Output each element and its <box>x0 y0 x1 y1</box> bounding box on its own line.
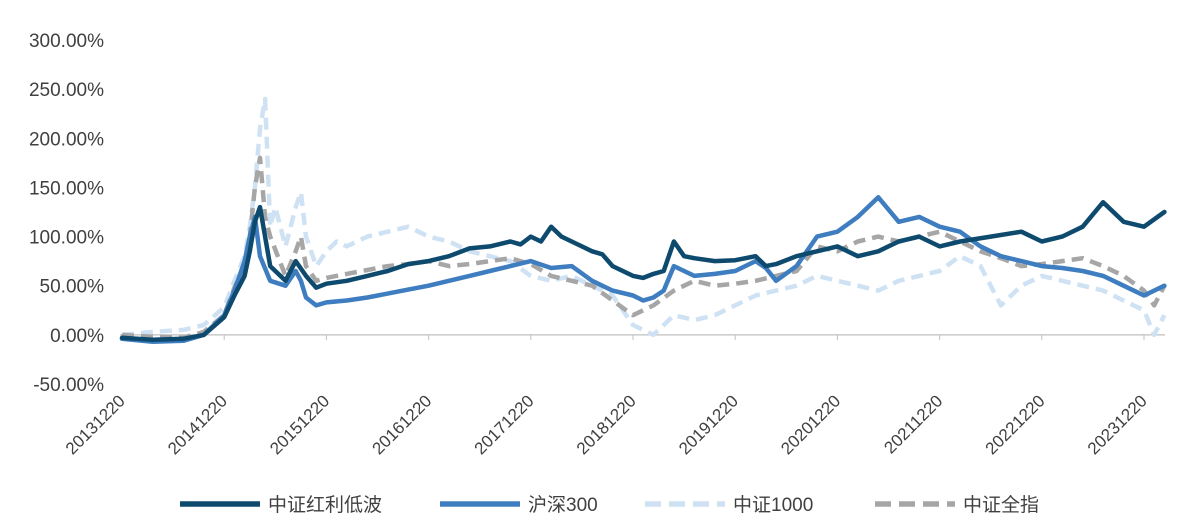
x-tick-label: 20221220 <box>982 391 1049 458</box>
x-tick-label: 20151220 <box>266 391 333 458</box>
x-tick-label: 20141220 <box>164 391 231 458</box>
legend: 中证红利低波 沪深300 中证1000 中证全指 <box>180 494 1039 516</box>
series-line-3 <box>121 96 1167 338</box>
y-tick-label: 150.00% <box>29 178 104 199</box>
series-line-1 <box>119 199 1167 343</box>
y-tick-label: 50.00% <box>40 277 105 298</box>
series-line-4 <box>121 155 1167 341</box>
x-tick-label: 20161220 <box>369 391 436 458</box>
series-line-2 <box>119 195 1167 344</box>
x-tick-label: 20211220 <box>880 391 946 457</box>
x-tick-label: 20191220 <box>675 391 742 458</box>
legend-label: 中证红利低波 <box>268 494 382 516</box>
x-tick-label: 20131220 <box>62 391 129 458</box>
legend-label: 中证1000 <box>733 494 813 516</box>
x-axis: 20131220 20141220 20151220 20161220 20171220… <box>62 334 1165 458</box>
y-tick-label: 300.00% <box>29 31 104 52</box>
y-tick-label: -50.00% <box>33 375 104 396</box>
x-tick-label: 20181220 <box>573 391 640 458</box>
y-tick-label: 100.00% <box>29 228 104 249</box>
legend-label: 沪深300 <box>528 494 598 516</box>
legend-label: 中证全指 <box>963 494 1039 516</box>
y-tick-label: 250.00% <box>29 80 104 101</box>
x-tick-label: 20171220 <box>471 391 538 458</box>
y-tick-label: 200.00% <box>29 129 104 150</box>
y-axis: 300.00% 250.00% 200.00% 150.00% 100.00% 50.00… <box>29 31 104 396</box>
y-tick-label: 0.00% <box>50 326 104 347</box>
x-tick-label: 20201220 <box>777 391 844 458</box>
plot-area <box>119 96 1167 344</box>
x-tick-label: 20231220 <box>1084 391 1151 458</box>
